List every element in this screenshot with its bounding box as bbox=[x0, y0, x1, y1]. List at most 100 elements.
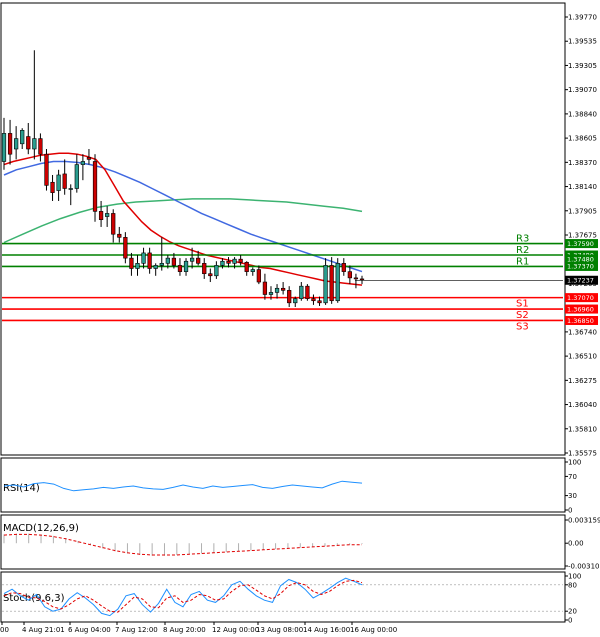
level-tag-label: 1.36850 bbox=[567, 317, 594, 325]
candle-body bbox=[117, 233, 122, 238]
candle-body bbox=[359, 278, 365, 281]
price-tick-label: 1.36510 bbox=[568, 353, 597, 361]
candle-body bbox=[323, 265, 328, 304]
time-axis: 00 4 Aug 21:01 6 Aug 04:00 7 Aug 12:00 8 Aug… bbox=[0, 622, 397, 634]
candle-body bbox=[86, 157, 92, 160]
candle-body bbox=[50, 181, 55, 193]
candle-body bbox=[341, 263, 346, 272]
stoch-pane bbox=[0, 571, 566, 623]
level-tag-bg bbox=[565, 239, 598, 249]
candle-body bbox=[7, 133, 13, 155]
candle-body bbox=[38, 138, 43, 155]
candle-body bbox=[244, 261, 249, 272]
candle-body bbox=[141, 252, 146, 264]
candle-body bbox=[232, 258, 237, 264]
candle-body bbox=[299, 285, 304, 299]
candle-body bbox=[68, 188, 73, 190]
level-tag-bg bbox=[565, 261, 598, 271]
price-tick-label: 1.39070 bbox=[568, 86, 597, 94]
osc-tick-label: 0 bbox=[568, 507, 572, 515]
rsi-line bbox=[3, 480, 363, 492]
candle-body bbox=[202, 263, 207, 275]
level-tag-label: 1.36960 bbox=[567, 305, 594, 313]
candle-body bbox=[98, 211, 104, 220]
candle-body bbox=[105, 213, 110, 217]
time-tick-label: 7 Aug 12:00 bbox=[115, 626, 158, 634]
level-tag-bg bbox=[565, 315, 598, 325]
price-tick-label: 1.37905 bbox=[568, 207, 597, 215]
level-tag-bg bbox=[565, 304, 598, 314]
extra-tag-label: 1.37480 bbox=[567, 255, 594, 263]
osc-tick-label: 0.003159 bbox=[568, 517, 600, 525]
price-tick-label: 1.37675 bbox=[568, 232, 597, 240]
candle-body bbox=[256, 269, 261, 283]
osc-tick-label: 100 bbox=[568, 573, 581, 581]
candle-body bbox=[274, 287, 280, 293]
candle-body bbox=[62, 173, 67, 189]
candle-body bbox=[153, 265, 158, 269]
candle-body bbox=[129, 257, 134, 269]
candle-body bbox=[329, 265, 334, 302]
candle-body bbox=[305, 285, 310, 299]
candle-body bbox=[226, 260, 231, 264]
ma-blue-line bbox=[3, 160, 363, 273]
candles bbox=[1, 50, 365, 307]
osc-tick-label: 80 bbox=[568, 581, 577, 589]
price-tick-label: 1.39770 bbox=[568, 14, 597, 22]
rsi-pane bbox=[0, 457, 566, 513]
level-tag-label: 1.37590 bbox=[567, 240, 594, 248]
rsi-plot: 100 70 30 0 bbox=[3, 459, 581, 515]
price-tick-label: 1.36740 bbox=[568, 328, 597, 336]
time-tick-label: 13 Aug 08:00 bbox=[256, 626, 303, 634]
candle-body bbox=[20, 129, 25, 145]
level-tag-label: 1.37370 bbox=[567, 263, 594, 271]
osc-tick-label: 30 bbox=[568, 492, 577, 500]
level-tag-label: 1.37070 bbox=[567, 294, 594, 302]
candle-body bbox=[238, 258, 243, 263]
price-y-axis: 1.39770 1.39535 1.39305 1.39070 1.38840 1.386… bbox=[565, 14, 597, 458]
current-price-label: 1.37237 bbox=[567, 277, 594, 285]
price-tick-label: 1.38140 bbox=[568, 183, 597, 191]
level-name-s1: S1 bbox=[516, 299, 529, 310]
osc-tick-label: 20 bbox=[568, 608, 577, 616]
candle-body bbox=[1, 133, 7, 162]
candle-body bbox=[74, 164, 79, 189]
candle-body bbox=[26, 136, 31, 150]
candle-body bbox=[189, 257, 195, 262]
price-tick-label: 1.38840 bbox=[568, 110, 597, 118]
time-tick-label: 8 Aug 20:00 bbox=[163, 626, 206, 634]
candle-body bbox=[165, 257, 170, 264]
candle-body bbox=[347, 271, 352, 279]
ma-red-line bbox=[3, 152, 363, 286]
level-name-r3: R3 bbox=[516, 234, 529, 245]
level-name-r1: R1 bbox=[516, 256, 529, 267]
level-tag-bg bbox=[565, 293, 598, 303]
price-tick-label: 1.39535 bbox=[568, 38, 597, 46]
time-tick-label: 14 Aug 16:00 bbox=[303, 626, 350, 634]
candle-body bbox=[250, 269, 255, 272]
candle-body bbox=[311, 298, 316, 302]
rsi-title: RSI(14) bbox=[3, 483, 40, 494]
time-tick-label: 4 Aug 21:01 bbox=[22, 626, 65, 634]
candle-body bbox=[92, 161, 98, 212]
price-tick-label: 1.38370 bbox=[568, 159, 597, 167]
candle-body bbox=[147, 252, 152, 269]
candle-body bbox=[183, 260, 189, 272]
moving-averages bbox=[3, 152, 363, 286]
candle-body bbox=[293, 298, 298, 304]
macd-title: MACD(12,26,9) bbox=[3, 523, 79, 534]
price-tick-label: 1.36275 bbox=[568, 377, 597, 385]
macd-plot: 0.003159 0.00 -0.003101 bbox=[3, 517, 600, 571]
candle-body bbox=[208, 273, 213, 277]
osc-tick-label: 100 bbox=[568, 459, 581, 467]
candle-body bbox=[80, 161, 86, 165]
level-name-s3: S3 bbox=[516, 321, 529, 332]
price-tick-label: 1.39305 bbox=[568, 62, 597, 70]
osc-tick-label: 0 bbox=[568, 617, 572, 625]
time-tick-label: 12 Aug 00:00 bbox=[212, 626, 259, 634]
candle-body bbox=[268, 292, 274, 295]
osc-tick-label: 0.00 bbox=[568, 540, 584, 548]
